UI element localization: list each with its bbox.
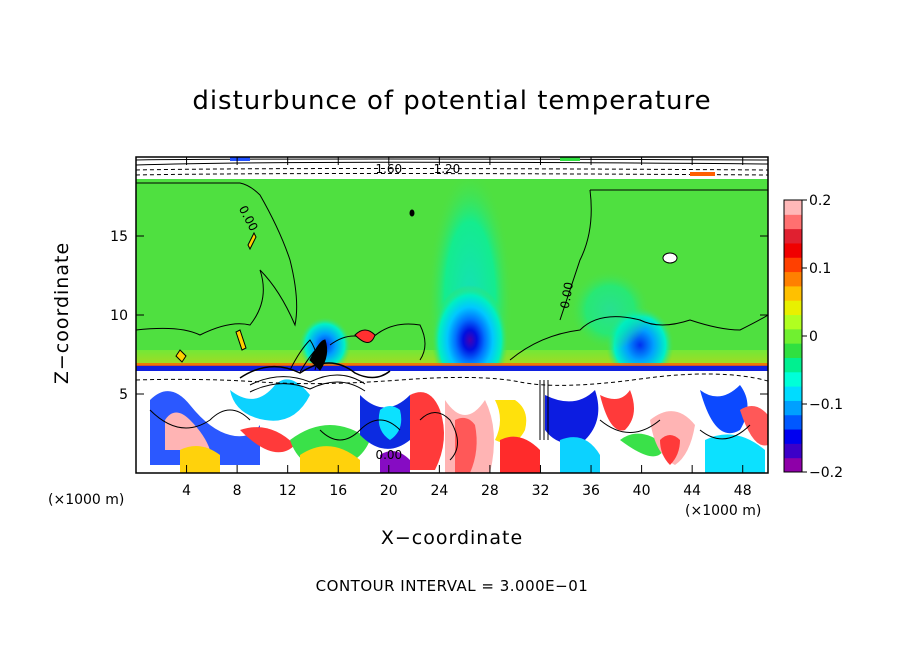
colorbar-segment [784,271,802,287]
contour-interval-note: CONTOUR INTERVAL = 3.000E−01 [315,577,589,595]
contour-label: 0.00 [375,448,402,462]
colorbar-segment [784,257,802,273]
colorbar-segment [784,386,802,401]
colorbar-segment [784,300,802,316]
chart-title: disturbunce of potential temperature [192,86,712,116]
colorbar-tick-label: −0.2 [809,465,843,481]
upper-contours [136,182,768,361]
contour-label: 1.20 [434,162,461,176]
x-tick-label: 20 [380,483,398,499]
colorbar-segment [784,429,802,444]
x-unit-left: (×1000 m) [48,492,125,508]
plot-area [136,157,768,473]
x-tick-label: 24 [430,483,448,499]
small-features [175,209,678,371]
colorbar-tick-label: −0.1 [809,397,843,413]
x-tick-label: 4 [182,483,191,499]
contour-label: 1.60 [375,162,402,176]
colorbar: 0.2 0.1 0 −0.1 −0.2 [783,193,843,481]
x-tick-label: 40 [633,483,651,499]
y-tick-label: 5 [119,387,128,403]
colorbar-segment [784,328,802,344]
x-tick-label: 32 [532,483,550,499]
x-tick-label: 28 [481,483,499,499]
stable-layer-orange [136,363,768,366]
colorbar-segment [784,214,802,230]
stable-layer-blue [136,365,768,371]
colorbar-tick-label: 0.1 [809,261,831,277]
colorbar-segment [784,414,802,430]
x-tick-label: 16 [329,483,347,499]
cyan-patch-east [570,270,650,350]
colorbar-tick-label: 0 [809,329,818,345]
x-tick-label: 44 [683,483,701,499]
x-tick-label: 36 [582,483,600,499]
colorbar-segment [784,400,802,416]
colorbar-segment [784,357,802,373]
x-unit-right: (×1000 m) [685,503,762,519]
contour-labels: 0.000.001.60 1.200.00 [236,162,576,462]
boundary-layer-turbulence [150,379,768,473]
colorbar-segment [784,242,802,258]
contour-label: 0.00 [558,281,576,310]
colorbar-segment [784,457,802,473]
y-tick-label: 10 [110,308,128,324]
colorbar-segment [784,228,802,244]
colorbar-segment [784,200,802,215]
x-tick-label: 48 [734,483,752,499]
top-orange-patch [690,172,715,176]
top-green-patch [560,157,580,161]
colorbar-segment [784,371,802,387]
colorbar-segment [784,314,802,330]
colorbar-tick-label: 0.2 [809,193,831,209]
colorbar-segment [784,343,802,358]
x-tick-label: 12 [279,483,297,499]
x-ticks: 4 8 12 16 20 24 28 32 36 40 44 48 [182,157,752,499]
top-layer-contours [136,158,768,176]
colorbar-segment [784,285,802,301]
colorbar-segment [784,443,802,459]
x-tick-label: 8 [233,483,242,499]
y-ticks: 5 10 15 [110,229,768,403]
y-axis-label: Z−coordinate [51,241,73,385]
y-tick-label: 15 [110,229,128,245]
x-axis-label: X−coordinate [380,527,524,549]
top-blue-patch [230,157,250,161]
boundary-contours [136,339,768,461]
